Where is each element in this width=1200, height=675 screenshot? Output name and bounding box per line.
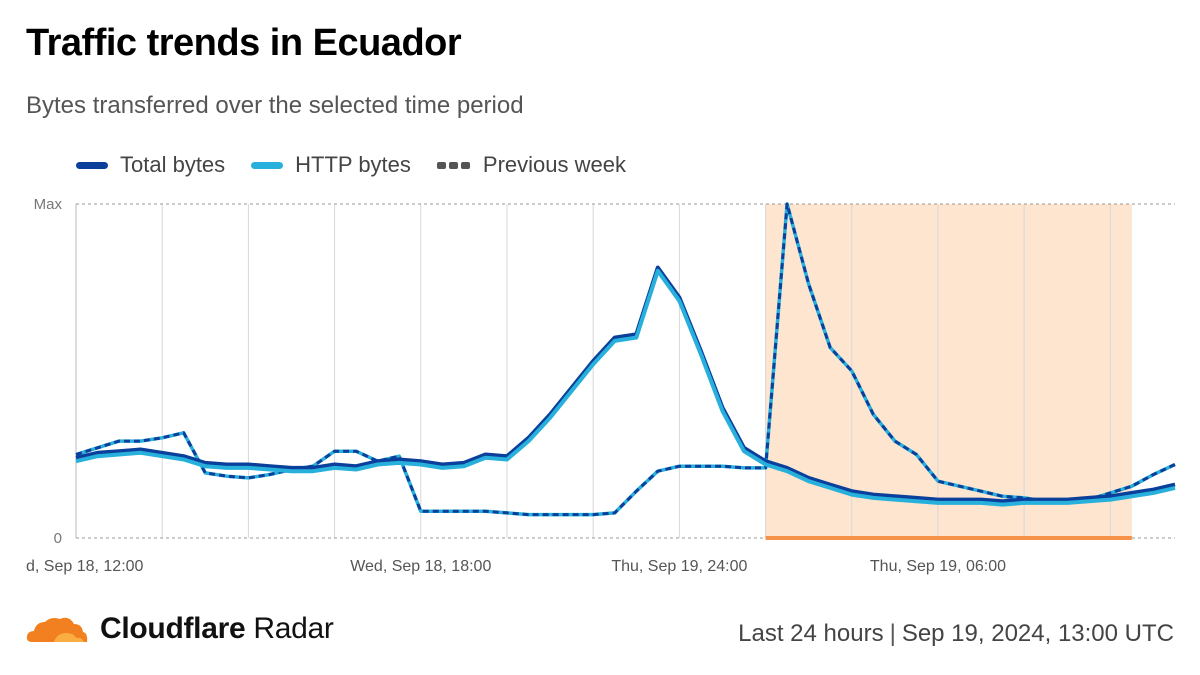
legend-label-http: HTTP bytes (295, 152, 411, 177)
x-tick-label: Wed, Sep 18, 18:00 (350, 558, 491, 575)
series-previous-week (75, 202, 1176, 517)
y-tick-label: 0 (54, 530, 62, 547)
legend-item-http-bytes[interactable]: HTTP bytes (251, 152, 411, 178)
legend-label-previous: Previous week (482, 152, 626, 177)
time-range-info: Last 24 hours | Sep 19, 2024, 13:00 UTC (738, 620, 1174, 648)
x-tick-label: Thu, Sep 19, 24:00 (611, 558, 747, 575)
legend-swatch-previous (436, 161, 471, 169)
time-range-label: Last 24 hours (738, 620, 884, 647)
x-tick-label: Thu, Sep 19, 06:00 (870, 558, 1006, 575)
chart-title: Traffic trends in Ecuador (26, 22, 462, 64)
legend-swatch-http (251, 161, 284, 169)
traffic-line-chart: 0 Max d, Sep 18, 12:00 Wed, Sep 18, 18:00 Th… (26, 196, 1176, 575)
x-tick-label: d, Sep 18, 12:00 (26, 558, 144, 575)
timestamp: Sep 19, 2024, 13:00 UTC (901, 620, 1174, 647)
series-http-bytes (75, 268, 1176, 507)
chart-subtitle: Bytes transferred over the selected time… (26, 92, 524, 119)
y-tick-label: Max (34, 196, 63, 213)
chart-legend: Total bytes HTTP bytes Previous week (76, 152, 626, 178)
highlight-band (765, 204, 1132, 538)
separator: | (889, 620, 896, 647)
legend-item-total-bytes[interactable]: Total bytes (76, 152, 225, 178)
legend-label-total: Total bytes (120, 152, 226, 177)
legend-item-previous-week[interactable]: Previous week (436, 152, 626, 178)
legend-swatch-total (76, 161, 108, 169)
series-total-bytes (75, 265, 1176, 504)
cloud-icon (26, 617, 88, 642)
brand-name: Cloudflare Radar (100, 612, 334, 645)
cloudflare-radar-logo[interactable]: Cloudflare Radar (24, 612, 334, 646)
